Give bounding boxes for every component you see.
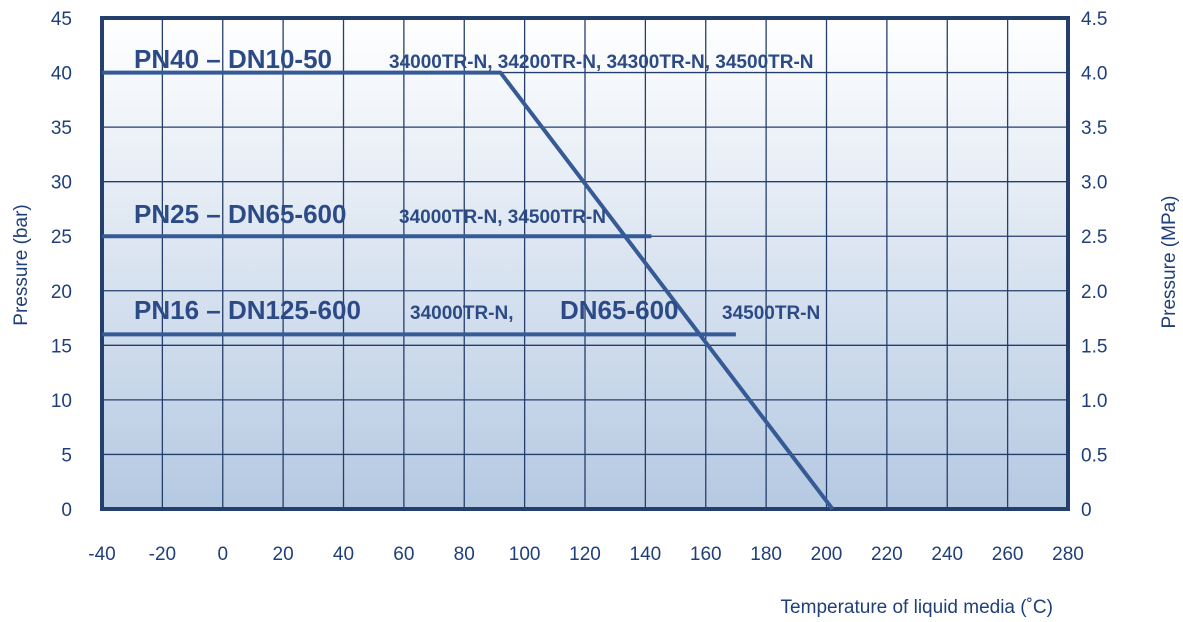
- y-tick-label-left: 30: [51, 173, 72, 194]
- x-tick-label: 100: [509, 544, 541, 565]
- y-tick-label-right: 2.5: [1081, 227, 1107, 248]
- x-tick-label: -40: [88, 544, 115, 565]
- y-tick-label-left: 20: [51, 282, 72, 303]
- x-tick-label: 0: [217, 544, 228, 565]
- x-tick-label: 20: [273, 544, 294, 565]
- y-tick-label-right: 0.5: [1081, 445, 1107, 466]
- y-tick-label-left: 25: [51, 227, 72, 248]
- y-tick-label-right: 1.0: [1081, 391, 1107, 412]
- pn16-label: PN16 – DN125-600: [134, 295, 361, 325]
- x-tick-label: -20: [149, 544, 176, 565]
- x-tick-label: 160: [690, 544, 722, 565]
- x-tick-label: 280: [1052, 544, 1084, 565]
- y-tick-label-right: 3.5: [1081, 118, 1107, 139]
- y-axis-title-left: Pressure (bar): [11, 204, 32, 325]
- series-line-0: [102, 70, 835, 511]
- pn40-label: PN40 – DN10-50: [134, 44, 332, 74]
- y-tick-label-left: 40: [51, 64, 72, 85]
- pn25-label: PN25 – DN65-600: [134, 199, 346, 229]
- x-tick-label: 180: [750, 544, 782, 565]
- x-tick-label: 240: [931, 544, 963, 565]
- x-tick-label: 120: [569, 544, 601, 565]
- y-tick-label-right: 3.0: [1081, 173, 1107, 194]
- y-tick-label-left: 15: [51, 336, 72, 357]
- x-tick-labels: -40 -20 0 20 40 60 80 100 120 140 160 180 200 220 240 2…: [88, 544, 1084, 565]
- x-tick-label: 80: [454, 544, 475, 565]
- x-tick-label: 40: [333, 544, 354, 565]
- y-tick-label-right: 1.5: [1081, 336, 1107, 357]
- y-tick-labels-right: 0 0.5 1.0 1.5 2.0 2.5 3.0 3.5 4.0 4.5: [1081, 9, 1107, 521]
- x-tick-label: 140: [630, 544, 662, 565]
- y-tick-label-right: 4.5: [1081, 9, 1107, 30]
- x-tick-label: 60: [393, 544, 414, 565]
- x-tick-label: 260: [992, 544, 1024, 565]
- plot-frame: [100, 16, 1070, 511]
- y-tick-label-left: 45: [51, 9, 72, 30]
- x-tick-label: 200: [811, 544, 843, 565]
- y-axis-title-right: Pressure (MPa): [1159, 195, 1180, 328]
- series-lines: [102, 70, 835, 511]
- y-tick-label-left: 5: [61, 445, 72, 466]
- y-tick-label-left: 0: [61, 500, 72, 521]
- y-tick-label-right: 2.0: [1081, 282, 1107, 303]
- x-tick-label: 220: [871, 544, 903, 565]
- pn16-models-label: 34000TR-N,: [410, 303, 514, 324]
- grid-lines: [102, 18, 1068, 509]
- dn65-models-label: 34500TR-N: [722, 303, 820, 324]
- pn40-models-label: 34000TR-N, 34200TR-N, 34300TR-N, 34500TR…: [389, 52, 814, 73]
- x-axis-title: Temperature of liquid media (˚C): [781, 597, 1053, 618]
- y-tick-label-left: 10: [51, 391, 72, 412]
- pn25-models-label: 34000TR-N, 34500TR-N: [399, 207, 606, 228]
- y-tick-label-right: 4.0: [1081, 64, 1107, 85]
- y-tick-labels-left: 0 5 10 15 20 25 30 35 40 45: [51, 9, 72, 521]
- dn65-label: DN65-600: [560, 295, 679, 325]
- y-tick-label-left: 35: [51, 118, 72, 139]
- y-tick-label-right: 0: [1081, 500, 1092, 521]
